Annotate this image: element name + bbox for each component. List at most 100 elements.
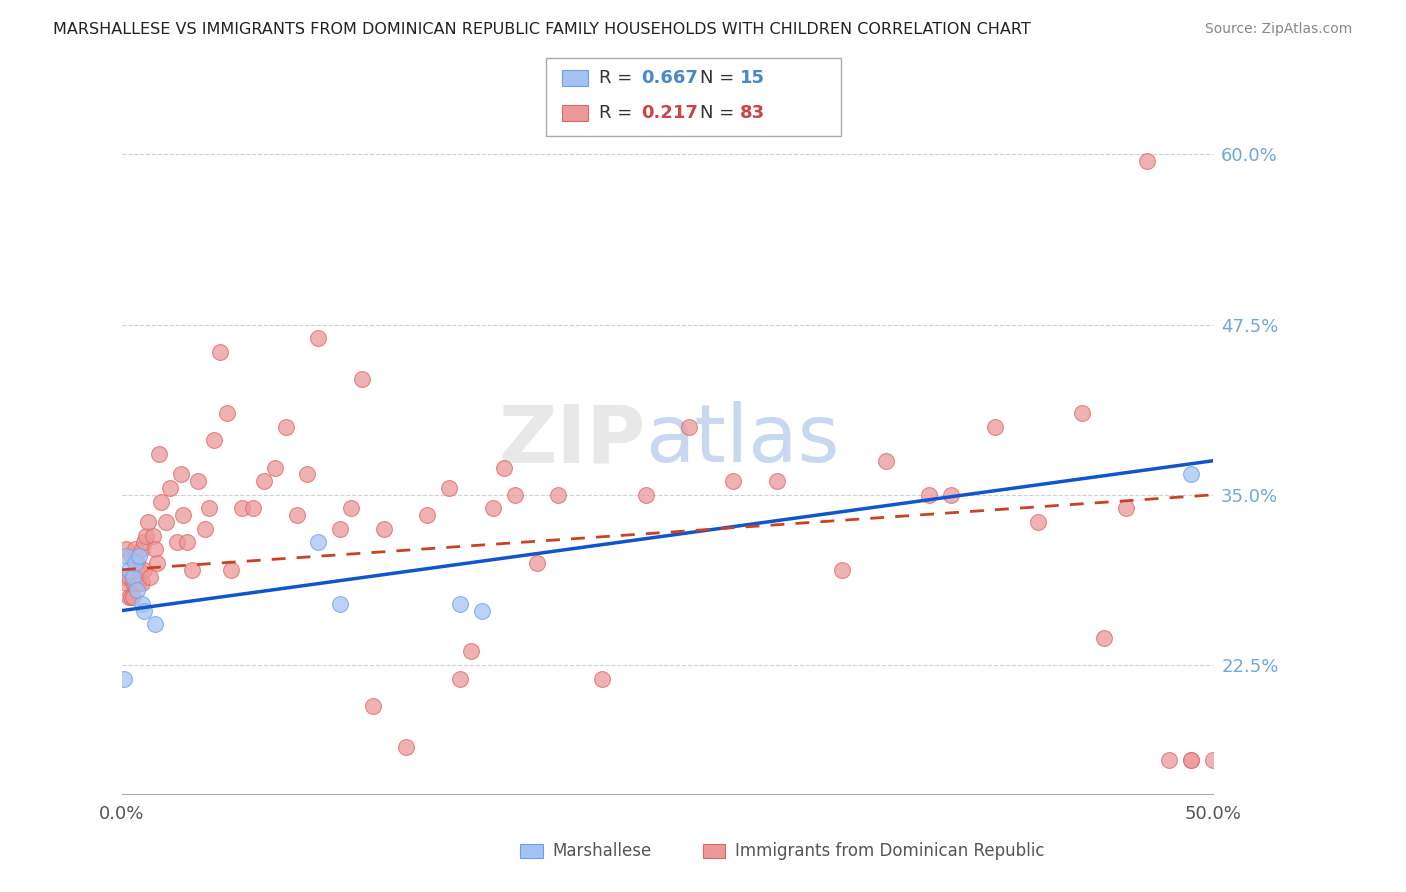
- Point: [449, 597, 471, 611]
- Point: [172, 508, 194, 523]
- Point: [187, 474, 209, 488]
- Point: [1136, 154, 1159, 169]
- Point: [142, 529, 165, 543]
- Point: [194, 522, 217, 536]
- Point: [159, 481, 181, 495]
- Point: [439, 481, 461, 495]
- Point: [117, 590, 139, 604]
- Point: [263, 460, 285, 475]
- Point: [132, 535, 155, 549]
- Point: [176, 535, 198, 549]
- Point: [128, 563, 150, 577]
- Text: R =: R =: [599, 69, 638, 87]
- Point: [120, 549, 142, 563]
- Point: [449, 672, 471, 686]
- Point: [721, 474, 744, 488]
- Point: [112, 569, 135, 583]
- Point: [155, 515, 177, 529]
- Text: MARSHALLESE VS IMMIGRANTS FROM DOMINICAN REPUBLIC FAMILY HOUSEHOLDS WITH CHILDRE: MARSHALLESE VS IMMIGRANTS FROM DOMINICAN…: [53, 22, 1031, 37]
- Point: [765, 474, 787, 488]
- Text: 15: 15: [740, 69, 765, 87]
- Text: Marshallese: Marshallese: [553, 842, 652, 860]
- Point: [460, 644, 482, 658]
- Point: [132, 603, 155, 617]
- Point: [127, 583, 149, 598]
- Point: [131, 597, 153, 611]
- Point: [547, 488, 569, 502]
- Point: [939, 488, 962, 502]
- Text: atlas: atlas: [645, 401, 839, 479]
- Point: [361, 698, 384, 713]
- Point: [132, 563, 155, 577]
- Point: [329, 597, 352, 611]
- Point: [122, 569, 145, 583]
- Point: [1159, 753, 1181, 767]
- Point: [503, 488, 526, 502]
- Point: [634, 488, 657, 502]
- Point: [340, 501, 363, 516]
- Point: [120, 590, 142, 604]
- Point: [274, 419, 297, 434]
- Point: [180, 563, 202, 577]
- Point: [135, 529, 157, 543]
- Point: [350, 372, 373, 386]
- Point: [117, 569, 139, 583]
- Point: [1115, 501, 1137, 516]
- Point: [678, 419, 700, 434]
- Point: [482, 501, 505, 516]
- Point: [307, 331, 329, 345]
- Text: N =: N =: [700, 104, 740, 122]
- Point: [831, 563, 853, 577]
- Point: [127, 556, 149, 570]
- Point: [918, 488, 941, 502]
- Text: Source: ZipAtlas.com: Source: ZipAtlas.com: [1205, 22, 1353, 37]
- Point: [297, 467, 319, 482]
- Point: [1180, 467, 1202, 482]
- Point: [591, 672, 613, 686]
- Point: [1202, 753, 1225, 767]
- Point: [124, 542, 146, 557]
- Point: [253, 474, 276, 488]
- Point: [170, 467, 193, 482]
- Point: [146, 556, 169, 570]
- Point: [231, 501, 253, 516]
- Point: [117, 563, 139, 577]
- Point: [143, 617, 166, 632]
- Point: [1092, 631, 1115, 645]
- Point: [136, 515, 159, 529]
- Point: [1026, 515, 1049, 529]
- Point: [373, 522, 395, 536]
- Point: [124, 576, 146, 591]
- Point: [115, 576, 138, 591]
- Text: 0.667: 0.667: [641, 69, 697, 87]
- Point: [198, 501, 221, 516]
- Point: [492, 460, 515, 475]
- Text: R =: R =: [599, 104, 638, 122]
- Point: [526, 556, 548, 570]
- Point: [112, 672, 135, 686]
- Point: [166, 535, 188, 549]
- Point: [209, 344, 232, 359]
- Point: [329, 522, 352, 536]
- Text: 0.217: 0.217: [641, 104, 697, 122]
- Point: [1180, 753, 1202, 767]
- Point: [128, 576, 150, 591]
- Point: [285, 508, 308, 523]
- Point: [150, 494, 173, 508]
- Point: [242, 501, 264, 516]
- Point: [307, 535, 329, 549]
- Point: [983, 419, 1005, 434]
- Point: [471, 603, 494, 617]
- Text: Immigrants from Dominican Republic: Immigrants from Dominican Republic: [735, 842, 1045, 860]
- Point: [143, 542, 166, 557]
- Point: [875, 454, 897, 468]
- Point: [139, 569, 162, 583]
- Point: [148, 447, 170, 461]
- Point: [1071, 406, 1094, 420]
- Point: [202, 434, 225, 448]
- Point: [122, 576, 145, 591]
- Text: N =: N =: [700, 69, 740, 87]
- Point: [416, 508, 439, 523]
- Point: [1180, 753, 1202, 767]
- Point: [127, 569, 149, 583]
